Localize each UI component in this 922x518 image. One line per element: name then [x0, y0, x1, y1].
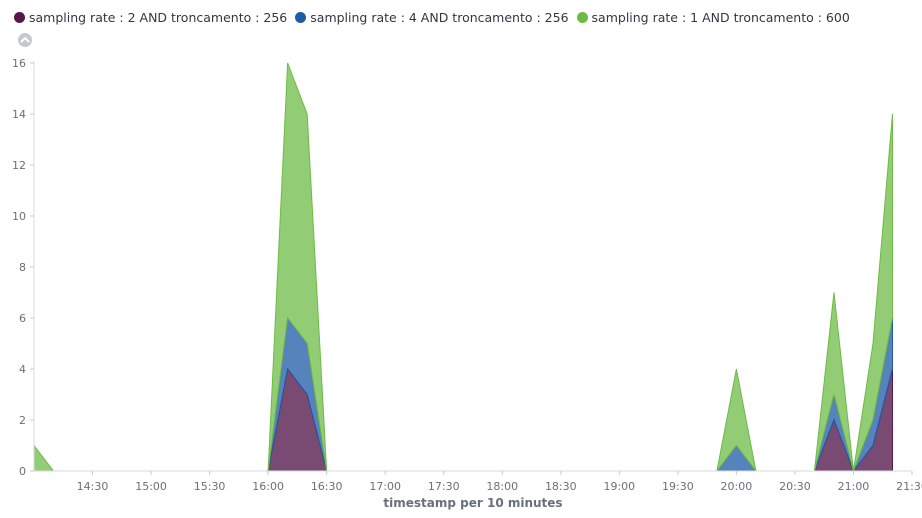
series-area-2[interactable] [34, 316, 893, 473]
x-tick-label: 20:30 [779, 480, 811, 493]
x-axis-title: timestamp per 10 minutes [383, 496, 562, 510]
y-tick-label: 8 [19, 261, 26, 274]
y-tick-label: 4 [19, 363, 26, 376]
legend-item[interactable]: sampling rate : 4 AND troncamento : 256 [295, 9, 569, 25]
x-tick-label: 15:00 [135, 480, 167, 493]
legend-label: sampling rate : 2 AND troncamento : 256 [29, 9, 288, 25]
chevron-up-icon [20, 37, 30, 43]
x-tick-label: 18:00 [486, 480, 518, 493]
legend: sampling rate : 2 AND troncamento : 256 s… [14, 8, 858, 26]
legend-label: sampling rate : 1 AND troncamento : 600 [591, 9, 850, 25]
y-tick-label: 14 [12, 108, 26, 121]
series-area-1[interactable] [34, 367, 893, 473]
x-tick-label: 15:30 [194, 480, 226, 493]
y-tick-label: 6 [19, 312, 26, 325]
legend-item[interactable]: sampling rate : 1 AND troncamento : 600 [576, 9, 850, 25]
legend-dot-icon [295, 11, 307, 23]
y-tick-label: 16 [12, 57, 26, 70]
axes-layer: 0 2 4 6 8 10 12 14 16 14:30 15:00 15:30 16:00 16:30 17… [12, 57, 922, 493]
y-tick-label: 10 [12, 210, 26, 223]
series-area-3[interactable] [33, 62, 893, 473]
x-tick-label: 21:00 [838, 480, 870, 493]
x-tick-label: 14:30 [77, 480, 109, 493]
x-tick-label: 17:00 [369, 480, 401, 493]
series-layer [33, 62, 893, 473]
collapse-legend-button[interactable] [18, 33, 32, 47]
x-tick-label: 21:30 [896, 480, 922, 493]
x-tick-label: 19:30 [662, 480, 694, 493]
x-tick-label: 17:30 [428, 480, 460, 493]
x-tick-label: 16:00 [252, 480, 284, 493]
y-tick-label: 12 [12, 159, 26, 172]
x-tick-label: 16:30 [311, 480, 343, 493]
x-tick-label: 19:00 [603, 480, 635, 493]
legend-item[interactable]: sampling rate : 2 AND troncamento : 256 [14, 10, 287, 25]
x-tick-label: 18:30 [545, 480, 577, 493]
legend-label: sampling rate : 4 AND troncamento : 256 [310, 9, 569, 25]
legend-dot-icon [14, 11, 25, 23]
x-tick-label: 20:00 [721, 480, 753, 493]
legend-dot-icon [576, 11, 588, 23]
y-tick-label: 2 [19, 414, 26, 427]
y-tick-label: 0 [19, 465, 26, 478]
